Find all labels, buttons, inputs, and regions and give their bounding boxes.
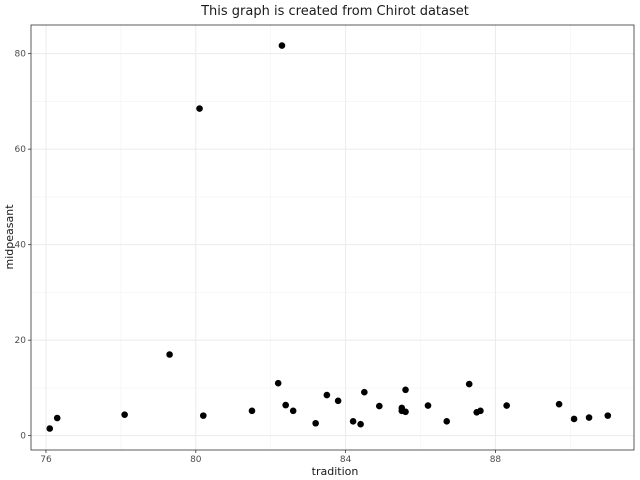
data-point	[289, 407, 297, 415]
x-tick-label: 84	[340, 455, 352, 465]
y-tick-label: 60	[15, 145, 27, 155]
data-point	[323, 391, 331, 399]
data-point	[555, 400, 563, 408]
data-point	[53, 414, 61, 422]
data-point	[570, 415, 578, 423]
data-points	[46, 42, 612, 432]
data-point	[402, 408, 409, 416]
x-tick-label: 80	[190, 455, 202, 465]
data-point	[46, 425, 54, 432]
data-point	[585, 414, 593, 421]
x-tick-label: 76	[40, 455, 52, 465]
data-point	[282, 401, 289, 409]
data-point	[604, 412, 612, 419]
data-point	[121, 411, 128, 418]
y-tick-label: 20	[15, 336, 27, 346]
data-point	[361, 388, 368, 396]
data-point	[248, 407, 256, 415]
data-point	[357, 420, 364, 428]
data-point	[274, 379, 282, 387]
data-point	[376, 402, 383, 410]
data-point	[278, 42, 286, 49]
gridlines	[31, 25, 634, 450]
data-point	[402, 386, 409, 394]
data-point	[424, 402, 432, 409]
data-point	[477, 407, 484, 415]
data-point	[349, 418, 357, 425]
data-point	[196, 105, 203, 112]
x-axis-ticks: 76 80 84 88	[40, 450, 501, 465]
data-point	[465, 380, 473, 388]
data-point	[334, 397, 342, 405]
y-axis-title: midpeasant	[3, 204, 16, 270]
x-tick-label: 88	[490, 455, 502, 465]
x-axis-title: tradition	[312, 465, 359, 478]
plot-panel	[31, 25, 634, 450]
y-axis-ticks: 0 20 40 60 80	[15, 50, 31, 442]
y-tick-label: 40	[15, 241, 27, 251]
data-point	[312, 419, 319, 427]
chart-title: This graph is created from Chirot datase…	[200, 4, 469, 19]
data-point	[443, 418, 451, 425]
plot-border	[30, 24, 635, 451]
y-tick-label: 0	[20, 432, 26, 442]
data-point	[166, 351, 173, 358]
y-tick-label: 80	[15, 50, 27, 60]
data-point	[199, 412, 207, 419]
data-point	[503, 402, 510, 409]
